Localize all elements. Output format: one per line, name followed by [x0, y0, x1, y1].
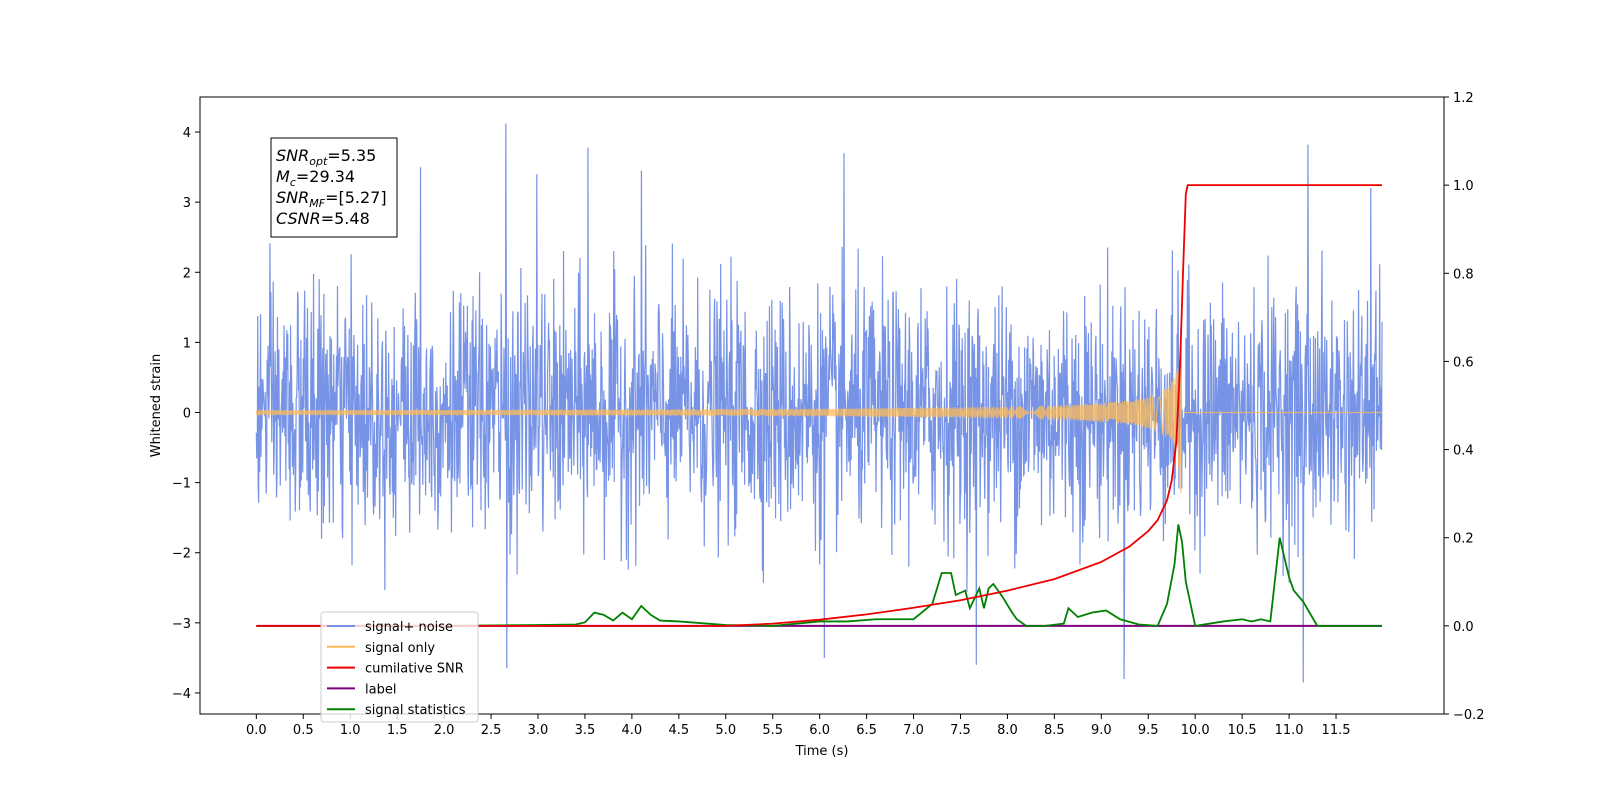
x-tick-label: 10.5 [1228, 723, 1257, 738]
y-tick-label: −2 [172, 547, 191, 562]
series-cumilative-snr [256, 184, 1383, 627]
x-tick-label: 9.0 [1091, 723, 1112, 738]
annotation-csnr: CSNR=5.48 [276, 209, 370, 228]
x-tick-label: 3.0 [528, 723, 549, 738]
x-tick-label: 2.5 [481, 723, 502, 738]
y-tick-label: 4 [183, 126, 191, 141]
y2-tick-label: 0.6 [1453, 355, 1474, 370]
y2-tick-label: 0.8 [1453, 267, 1474, 282]
y-tick-label: −4 [172, 687, 191, 702]
x-tick-label: 1.0 [340, 723, 361, 738]
y2-tick-label: 0.4 [1453, 444, 1474, 459]
signal-plus-noise-layer [255, 123, 1383, 683]
y2-tick-label: 0.0 [1453, 620, 1474, 635]
x-tick-label: 1.5 [387, 723, 408, 738]
y2-tick-label: 1.2 [1453, 91, 1474, 106]
x-tick-label: 2.0 [434, 723, 455, 738]
y2-axis-ticks: −0.2 0.0 0.2 0.4 0.6 0.8 1.0 1.2 [1444, 91, 1485, 723]
series-signal-only [255, 328, 1383, 494]
x-tick-label: 5.0 [715, 723, 736, 738]
y2-tick-label: −0.2 [1453, 708, 1485, 723]
x-tick-label: 8.5 [1044, 723, 1065, 738]
legend-label: cumilative SNR [365, 662, 464, 677]
y-tick-label: 1 [183, 336, 191, 351]
x-axis-ticks: 0.0 0.5 1.0 1.5 2.0 2.5 3.0 3.5 4.0 4.5 5.0 5.5 6.0 6… [246, 714, 1351, 738]
annotation-frame [270, 137, 398, 238]
x-tick-label: 6.5 [856, 723, 877, 738]
annotation-snr-opt: SNRopt=5.35 [276, 146, 376, 168]
y-axis-ticks: −4 −3 −2 −1 0 1 2 3 4 [172, 126, 200, 702]
x-tick-label: 8.0 [997, 723, 1018, 738]
y-tick-label: −1 [172, 477, 191, 492]
y-tick-label: 2 [183, 266, 191, 281]
plot-frame [199, 96, 1445, 715]
x-tick-label: 4.0 [622, 723, 643, 738]
x-tick-label: 0.0 [246, 723, 267, 738]
x-tick-label: 0.5 [293, 723, 314, 738]
x-tick-label: 6.0 [809, 723, 830, 738]
annotation-mc: Mc=29.34 [276, 167, 355, 189]
x-tick-label: 11.5 [1322, 723, 1351, 738]
x-tick-label: 3.5 [575, 723, 596, 738]
legend-label: signal+ noise [365, 620, 453, 635]
y2-tick-label: 0.2 [1453, 532, 1474, 547]
signal-only-layer [255, 328, 1383, 494]
x-tick-label: 10.0 [1181, 723, 1210, 738]
y-tick-label: 3 [183, 196, 191, 211]
legend-label: label [365, 682, 396, 697]
annotation-snr-mf: SNRMF=[5.27] [276, 188, 387, 210]
legend: signal+ noise signal only cumilative SNR la… [320, 611, 479, 723]
x-tick-label: 7.0 [903, 723, 924, 738]
x-axis-label: Time (s) [795, 744, 849, 759]
series-signal-statistics [256, 524, 1383, 627]
x-tick-label: 11.0 [1275, 723, 1304, 738]
y-tick-label: 0 [183, 407, 191, 422]
x-tick-label: 7.5 [950, 723, 971, 738]
series-signal-plus-noise [255, 123, 1383, 683]
stats-annotation-box: SNRopt=5.35 Mc=29.34 SNRMF=[5.27] CSNR=5… [270, 137, 398, 238]
legend-label: signal only [365, 641, 435, 656]
legend-frame [320, 611, 479, 723]
x-tick-label: 5.5 [762, 723, 783, 738]
y-axis-label: Whitened strain [149, 354, 164, 457]
y2-tick-label: 1.0 [1453, 179, 1474, 194]
x-tick-label: 4.5 [668, 723, 689, 738]
x-tick-label: 9.5 [1138, 723, 1159, 738]
legend-label: signal statistics [365, 703, 466, 718]
y-tick-label: −3 [172, 617, 191, 632]
